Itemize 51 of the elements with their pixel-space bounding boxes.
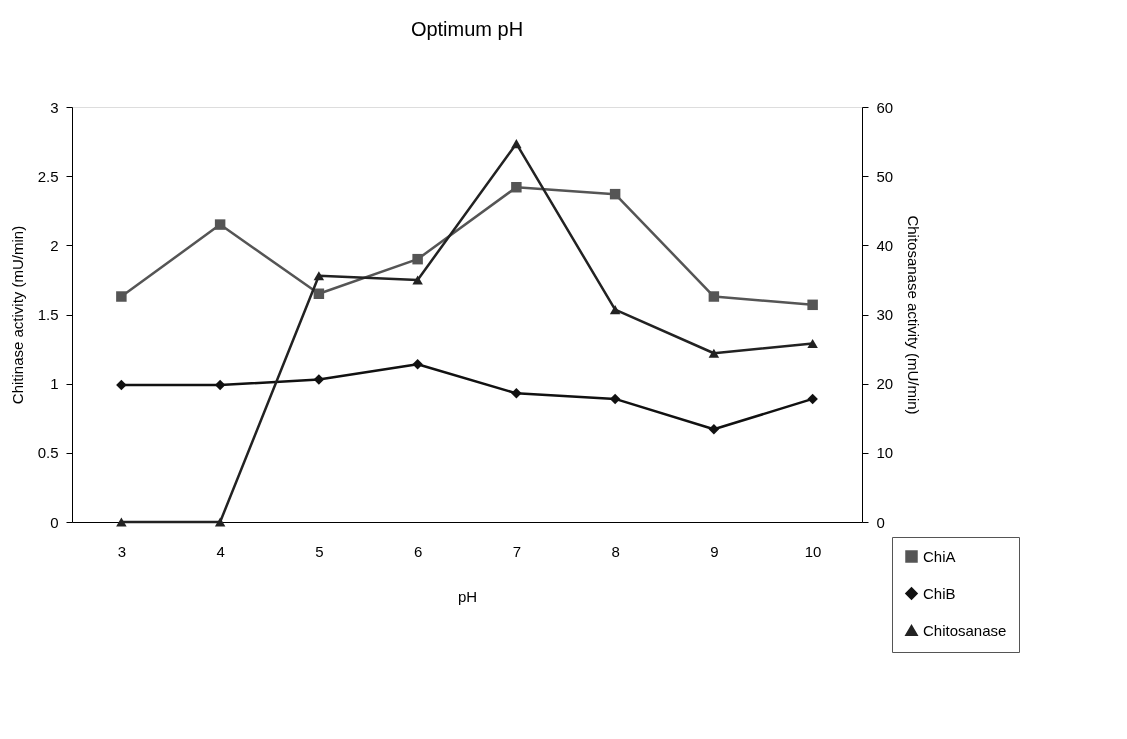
point bbox=[116, 291, 127, 302]
point bbox=[116, 517, 127, 527]
x-tick-label: 9 bbox=[710, 542, 719, 560]
y2-tick-label: 0 bbox=[876, 513, 885, 531]
legend-label: ChiA bbox=[923, 547, 956, 565]
x-axis-title: pH bbox=[457, 587, 478, 605]
x-tick-label: 6 bbox=[413, 542, 423, 560]
y-tick-label: 1.5 bbox=[37, 306, 59, 323]
point bbox=[313, 271, 325, 281]
x-tick-label: 8 bbox=[611, 542, 620, 560]
point bbox=[807, 339, 818, 349]
y2-tick-label: 50 bbox=[876, 167, 894, 185]
y-tick-label: 3 bbox=[50, 98, 59, 116]
y2-tick-label: 20 bbox=[876, 375, 894, 393]
point bbox=[214, 517, 226, 527]
point bbox=[116, 379, 127, 391]
point bbox=[708, 348, 720, 358]
y-tick-label: 1 bbox=[50, 375, 59, 393]
point bbox=[609, 188, 621, 200]
x-tick-label: 5 bbox=[315, 542, 324, 560]
point bbox=[511, 139, 522, 149]
x-tick-label: 7 bbox=[512, 542, 522, 560]
point bbox=[412, 253, 423, 265]
y-axis-title: Chitinase activity (mU/min) bbox=[8, 225, 26, 405]
x-tick-label: 10 bbox=[804, 542, 822, 560]
y2-tick-label: 40 bbox=[876, 236, 894, 254]
point bbox=[708, 291, 720, 302]
point bbox=[412, 275, 423, 285]
y2-axis-title: Chitosanase activity (mU/min) bbox=[905, 215, 923, 415]
chart-title: Optimum pH bbox=[410, 18, 524, 40]
point bbox=[708, 424, 720, 435]
x-tick-label: 3 bbox=[117, 542, 127, 560]
point bbox=[807, 299, 818, 311]
x-tick-label: 4 bbox=[216, 542, 225, 560]
legend-label: Chitosanase bbox=[923, 621, 1007, 639]
y-tick-label: 0.5 bbox=[37, 444, 59, 462]
y2-tick-label: 60 bbox=[876, 98, 894, 116]
point bbox=[609, 305, 621, 315]
point bbox=[412, 359, 423, 370]
point bbox=[214, 219, 226, 230]
point bbox=[511, 388, 522, 399]
legend-label: ChiB bbox=[923, 584, 956, 602]
point bbox=[313, 288, 325, 299]
point bbox=[807, 393, 818, 405]
y-tick-label: 0 bbox=[50, 513, 59, 531]
point bbox=[313, 374, 325, 385]
point bbox=[511, 181, 522, 193]
y-tick-label: 2.5 bbox=[37, 167, 59, 185]
y2-tick-label: 10 bbox=[876, 444, 894, 462]
y-tick-label: 2 bbox=[50, 236, 59, 254]
y2-tick-label: 30 bbox=[876, 306, 894, 323]
